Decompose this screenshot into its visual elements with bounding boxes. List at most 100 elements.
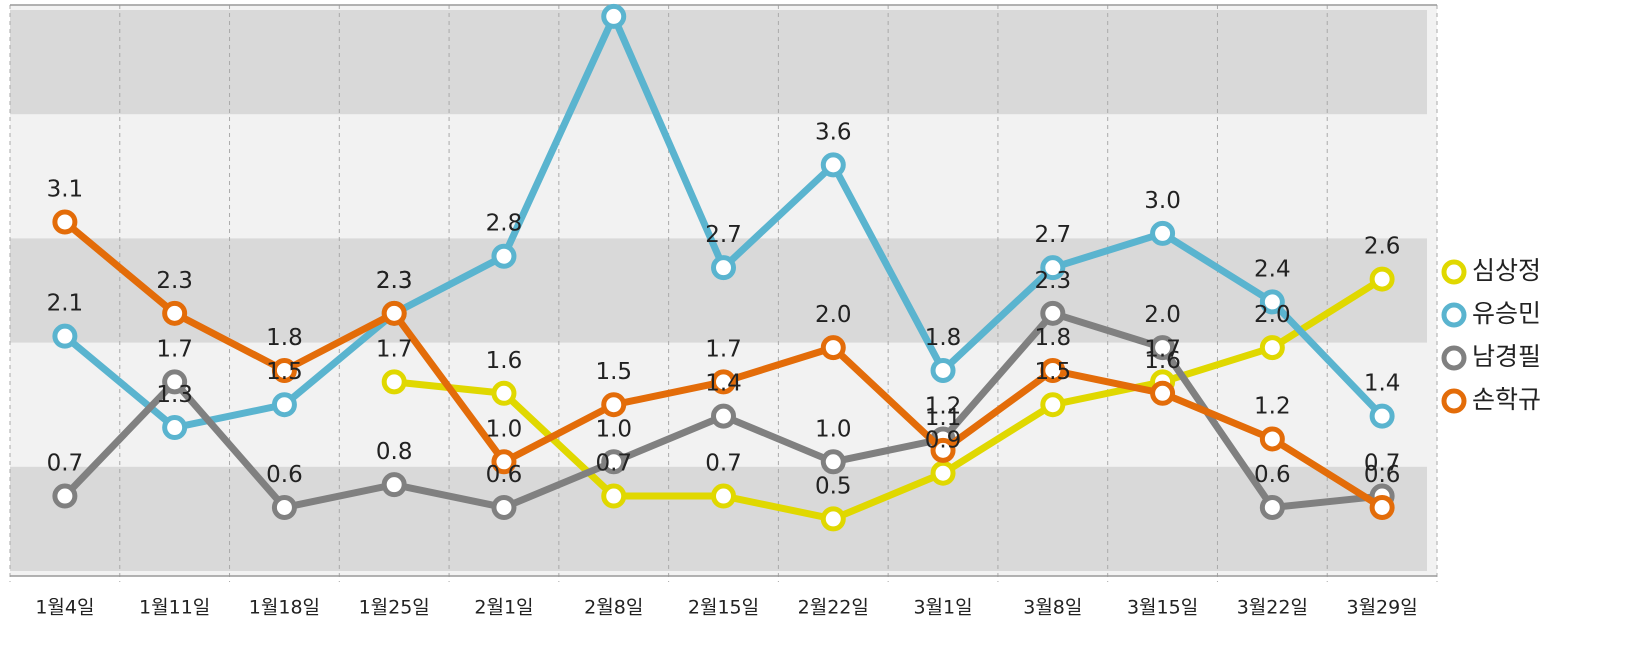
point: [1150, 380, 1176, 406]
value-label: 2.3: [376, 268, 413, 294]
point: [1259, 289, 1285, 315]
value-label: 2.7: [705, 222, 742, 248]
point: [381, 472, 407, 498]
point: [491, 449, 517, 475]
point: [491, 494, 517, 520]
legend-marker: [1441, 345, 1467, 371]
point: [162, 415, 188, 441]
value-label: 2.0: [815, 302, 852, 328]
point: [711, 403, 736, 429]
value-label: 0.6: [266, 462, 303, 488]
x-tick-label: 3월15일: [1127, 597, 1198, 619]
point: [162, 300, 188, 326]
value-label: 1.7: [376, 336, 413, 362]
x-tick-label: 1월4일: [35, 597, 94, 619]
x-tick-label: 1월18일: [249, 597, 320, 619]
value-label: 2.0: [1144, 302, 1181, 328]
point: [52, 323, 78, 349]
point: [820, 152, 846, 178]
value-label: 1.3: [156, 382, 193, 408]
value-label: 1.7: [156, 336, 193, 362]
point: [1040, 255, 1066, 281]
value-label: 3.6: [815, 119, 852, 145]
value-label: 2.3: [156, 268, 193, 294]
x-tick-label: 3월29일: [1346, 597, 1417, 619]
point: [711, 369, 736, 395]
value-label: 1.6: [1144, 348, 1181, 374]
point: [52, 209, 78, 235]
band: [10, 466, 1427, 571]
point: [1259, 335, 1285, 361]
x-tick-label: 1월25일: [359, 597, 430, 619]
value-label: 0.7: [705, 451, 742, 477]
value-label: 1.5: [266, 359, 303, 385]
x-tick-label: 3월1일: [913, 597, 972, 619]
point: [930, 357, 956, 383]
value-label: 2.3: [1035, 268, 1072, 294]
point: [711, 255, 736, 281]
value-label: 0.7: [595, 451, 632, 477]
value-label: 2.1: [47, 291, 84, 317]
value-label: 0.6: [1254, 462, 1291, 488]
value-label: 1.8: [925, 325, 962, 351]
value-label: 1.2: [1254, 393, 1291, 419]
value-label: 3.0: [1144, 188, 1181, 214]
value-label: 1.4: [1364, 371, 1401, 397]
value-label: 2.7: [1035, 222, 1072, 248]
point: [271, 357, 297, 383]
value-label: 0.5: [815, 473, 852, 499]
point: [491, 380, 517, 406]
value-label: 1.2: [925, 393, 962, 419]
series-line: [393, 276, 1384, 523]
value-label: 0.8: [376, 439, 413, 465]
x-tick-label: 2월1일: [474, 597, 533, 619]
value-label: 1.7: [705, 336, 742, 362]
legend-label: 심상정: [1472, 256, 1541, 285]
value-label: 2.0: [1254, 302, 1291, 328]
x-tick-label: 1월11일: [139, 597, 210, 619]
point: [381, 369, 407, 395]
x-tick-label: 2월22일: [798, 597, 869, 619]
point: [162, 369, 188, 395]
value-label: 1.1: [925, 405, 962, 431]
value-label: 2.4: [1254, 256, 1291, 282]
value-label: 1.4: [705, 371, 742, 397]
value-label: 0.7: [47, 451, 84, 477]
value-label: 1.8: [266, 325, 303, 351]
value-label: 1.7: [1144, 336, 1181, 362]
value-label: 1.6: [486, 348, 523, 374]
band: [10, 10, 1427, 115]
legend-marker: [1441, 302, 1467, 328]
point: [1040, 392, 1066, 418]
x-tick-label: 3월22일: [1237, 597, 1308, 619]
point: [491, 243, 517, 269]
value-label: 0.6: [1364, 462, 1401, 488]
value-label: 3.1: [47, 176, 84, 202]
point: [1369, 494, 1395, 520]
legend-label: 남경필: [1472, 342, 1541, 371]
point: [1040, 300, 1066, 326]
point: [601, 449, 627, 475]
value-label: 0.7: [1364, 451, 1401, 477]
point: [1040, 357, 1066, 383]
point: [930, 437, 956, 463]
legend-marker: [1441, 388, 1467, 414]
point: [1150, 335, 1176, 361]
point: [381, 300, 407, 326]
point: [1369, 266, 1395, 292]
value-label: 1.0: [815, 416, 852, 442]
point: [820, 506, 846, 532]
value-label: 2.3: [376, 268, 413, 294]
x-tick-label: 2월15일: [688, 597, 759, 619]
value-label: 1.5: [595, 359, 632, 385]
point: [601, 483, 627, 509]
value-label: 0.6: [486, 462, 523, 488]
point: [1259, 494, 1285, 520]
point: [1369, 403, 1395, 429]
value-label: 2.6: [1364, 234, 1401, 260]
value-label: 1.5: [1035, 359, 1072, 385]
value-label: 1.8: [1035, 325, 1072, 351]
point: [52, 483, 78, 509]
point: [820, 335, 846, 361]
